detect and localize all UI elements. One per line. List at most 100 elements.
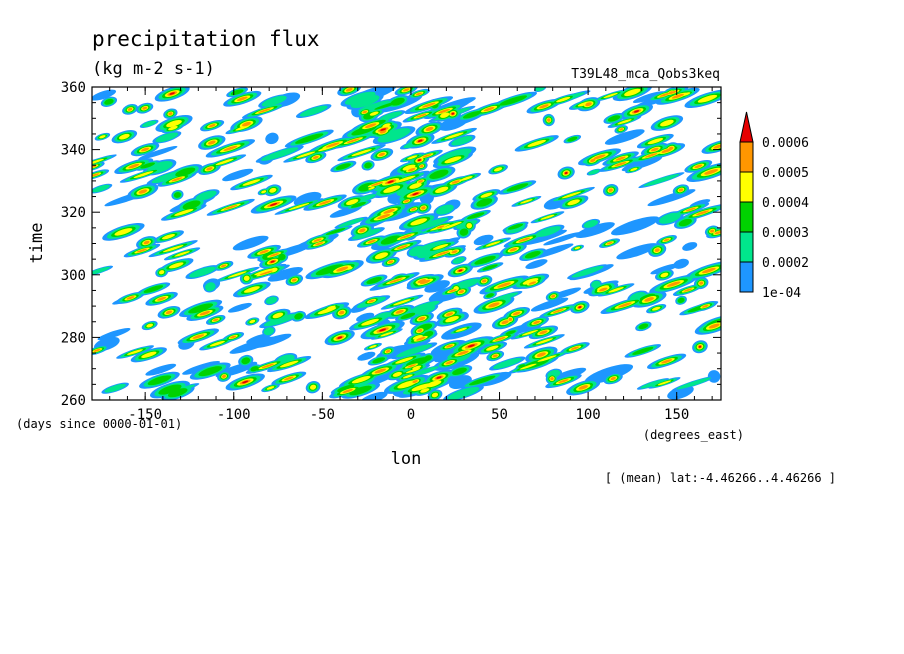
chart-title: precipitation flux — [92, 27, 320, 51]
field-blob — [364, 162, 372, 169]
field-blob — [658, 212, 681, 224]
field-blob — [615, 156, 626, 161]
field-blob — [409, 182, 422, 189]
field-blob — [445, 312, 454, 316]
field-blob — [611, 216, 660, 236]
field-blob — [488, 302, 500, 308]
field-blob — [445, 360, 454, 365]
field-blob — [436, 225, 445, 229]
field-blob — [621, 156, 663, 172]
field-blob — [168, 112, 173, 116]
field-blob — [261, 190, 267, 194]
field-blob — [261, 147, 299, 161]
field-blob — [344, 91, 376, 105]
field-blob — [374, 368, 387, 374]
field-blob — [263, 327, 275, 336]
field-blob — [473, 234, 494, 246]
field-blob — [536, 352, 546, 357]
field-blob — [417, 279, 426, 284]
field-blob — [367, 239, 376, 244]
field-blob — [578, 306, 582, 309]
field-blob — [138, 189, 148, 194]
field-blob — [133, 171, 154, 179]
field-blob — [616, 243, 658, 260]
field-blob — [422, 154, 432, 158]
field-blob — [420, 388, 430, 393]
field-blob — [383, 185, 401, 193]
field-blob — [167, 388, 188, 398]
field-blob — [482, 264, 498, 271]
field-blob — [476, 198, 493, 207]
field-blob — [347, 138, 360, 143]
field-blob — [315, 242, 324, 246]
field-blob — [126, 296, 135, 300]
field-blob — [404, 199, 410, 203]
field-blob — [142, 106, 148, 110]
field-blob — [539, 104, 549, 109]
field-blob — [518, 237, 531, 242]
field-blob — [539, 330, 548, 335]
field-blob — [242, 179, 261, 186]
field-blob — [388, 260, 394, 264]
field-blob — [639, 293, 656, 301]
field-blob — [361, 318, 379, 326]
field-blob — [550, 377, 554, 381]
colorbar-extend-arrow — [739, 111, 754, 143]
field-blob — [574, 246, 581, 250]
field-blob — [161, 234, 175, 240]
field-blob — [267, 267, 303, 282]
field-blob — [420, 279, 431, 285]
field-blob — [93, 348, 101, 352]
field-blob — [369, 111, 379, 116]
field-blob — [313, 238, 322, 242]
field-blob — [141, 351, 157, 358]
field-blob — [599, 287, 608, 292]
field-blob — [520, 199, 533, 204]
field-blob — [342, 388, 353, 394]
field-blob — [254, 268, 274, 276]
field-blob — [346, 199, 359, 205]
field-blob — [543, 232, 582, 246]
field-blob — [159, 270, 165, 275]
field-blob — [671, 93, 684, 99]
field-blob — [467, 344, 475, 348]
y-tick-label: 280 — [61, 330, 86, 346]
field-blob — [608, 287, 624, 293]
field-blob — [403, 88, 410, 92]
field-blob — [335, 163, 351, 170]
field-blob — [138, 146, 178, 160]
field-blob — [270, 260, 275, 263]
field-blob — [104, 383, 126, 393]
field-blob — [412, 192, 419, 196]
field-blob — [269, 187, 277, 193]
field-blob — [350, 201, 366, 208]
field-blob — [402, 374, 413, 379]
x-tick-label: -100 — [217, 407, 251, 423]
precipitation-field — [92, 87, 721, 400]
field-blob — [174, 251, 190, 257]
field-blob — [485, 241, 501, 247]
field-blob — [377, 213, 391, 220]
field-blob — [229, 336, 278, 354]
field-blob — [547, 118, 551, 122]
field-blob — [223, 204, 238, 210]
x-tick-label: 100 — [575, 407, 600, 423]
field-blob — [230, 335, 237, 339]
field-blob — [486, 345, 499, 351]
field-blob — [157, 296, 167, 301]
field-blob — [571, 265, 604, 278]
field-blob — [411, 366, 439, 377]
field-blob — [424, 280, 450, 293]
colorbar-segment — [739, 141, 754, 173]
field-blob — [374, 252, 389, 260]
field-blob — [380, 111, 403, 121]
field-blob — [492, 354, 498, 358]
field-blob — [261, 363, 274, 369]
field-blob — [412, 365, 422, 370]
field-blob — [368, 299, 375, 303]
field-blob — [278, 253, 286, 261]
field-blob — [421, 102, 436, 108]
field-blob — [99, 135, 106, 139]
field-blob — [198, 366, 223, 377]
field-blob — [416, 336, 426, 341]
